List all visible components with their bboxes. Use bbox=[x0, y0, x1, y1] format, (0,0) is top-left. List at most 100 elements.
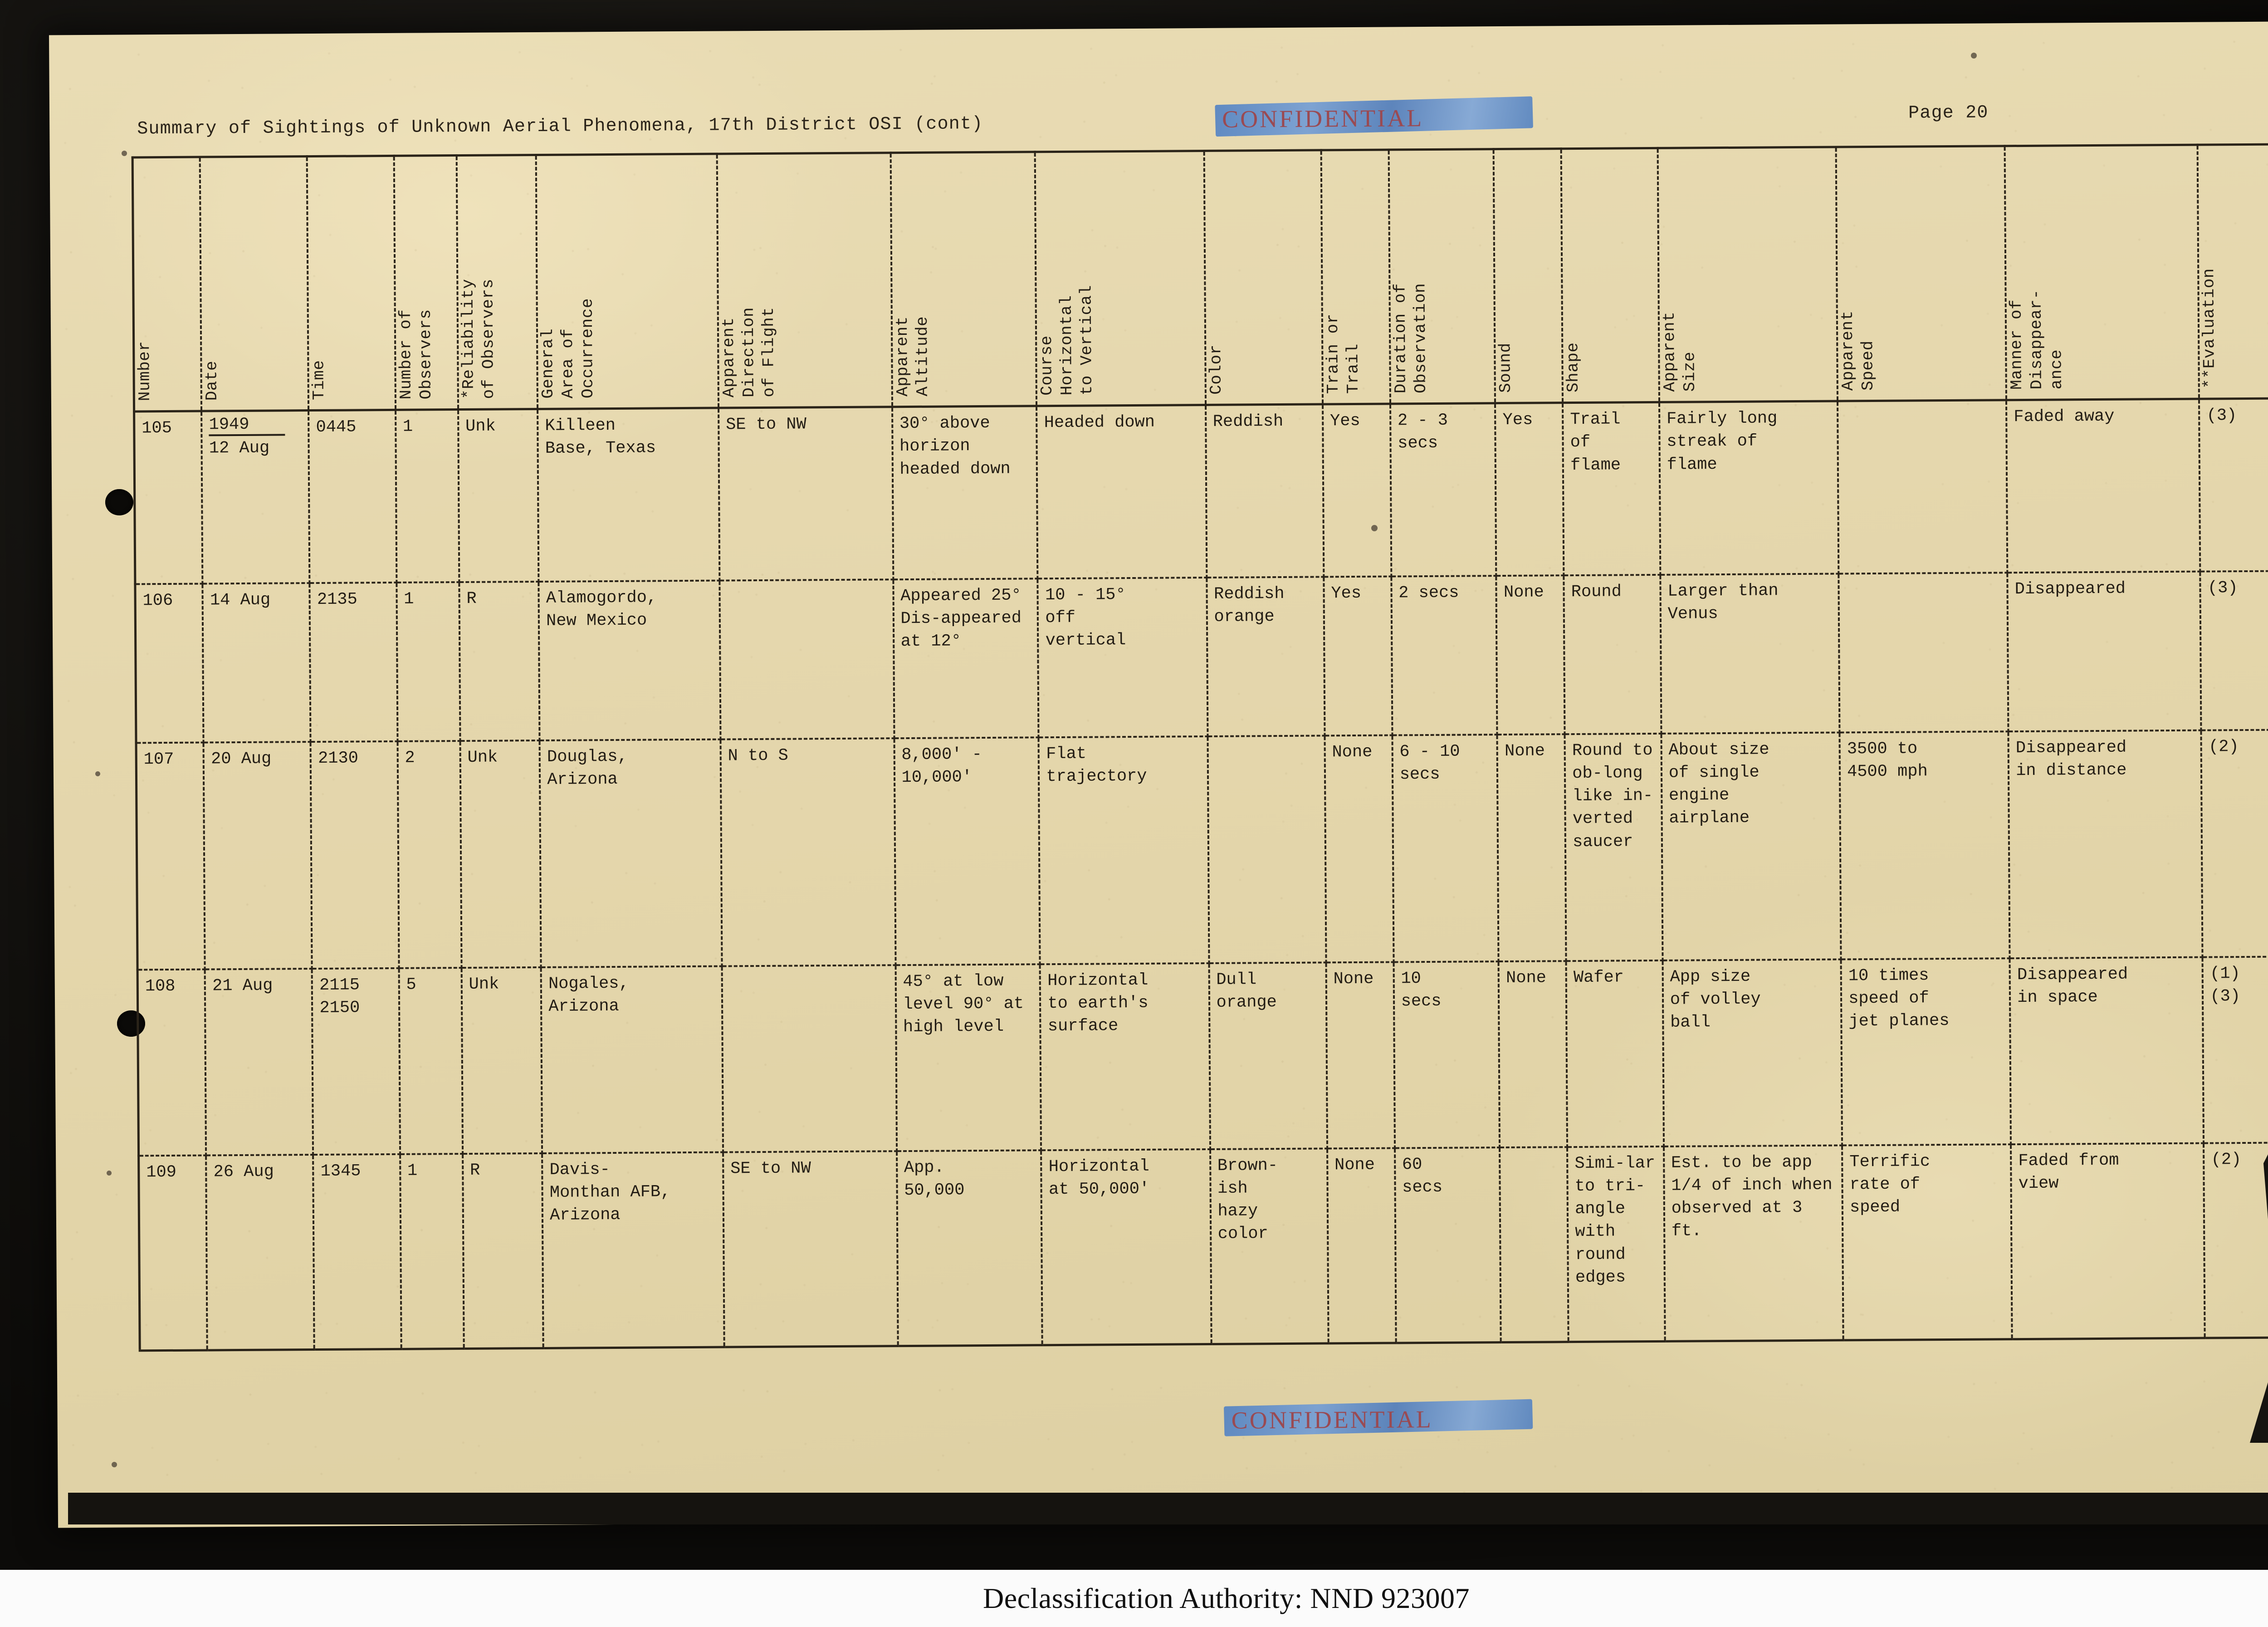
cell-number-of-observers-text: 1 bbox=[404, 589, 414, 609]
cell-course-text: Horizontal to earth's surface bbox=[1047, 970, 1149, 1036]
cell-apparent-size-text: Larger than Venus bbox=[1667, 581, 1779, 624]
cell-manner-of-disappearance-text: Disappeared in space bbox=[2017, 965, 2128, 1007]
cell-sound-text: None bbox=[1503, 582, 1544, 602]
cell-color bbox=[1207, 735, 1326, 963]
cell-shape: Wafer bbox=[1566, 960, 1664, 1147]
cell-apparent-speed-text: Terrific rate of speed bbox=[1849, 1152, 1931, 1217]
table-row: 107 20 Aug 2130 2 Unk Douglas, Arizona N to S 8… bbox=[136, 729, 2268, 970]
col-header-color: Color bbox=[1204, 150, 1323, 405]
punch-hole bbox=[105, 489, 133, 515]
cell-manner-of-disappearance-text: Disappeared in distance bbox=[2015, 738, 2127, 780]
declassification-bar bbox=[0, 1570, 2268, 1627]
cell-date: 1949 12 Aug bbox=[201, 410, 310, 584]
cell-color-text: Reddish bbox=[1212, 412, 1284, 431]
page-number: Page 20 bbox=[1908, 103, 1989, 124]
cell-evaluation-text: (2) bbox=[2208, 737, 2239, 756]
cell-direction bbox=[719, 579, 894, 740]
cell-evaluation-text: (3) bbox=[2206, 406, 2237, 426]
cell-apparent-speed bbox=[1838, 400, 2008, 573]
cell-number: 105 bbox=[134, 411, 203, 584]
cell-number: 109 bbox=[138, 1155, 208, 1351]
cell-train-or-trail: None bbox=[1327, 1147, 1396, 1343]
cell-manner-of-disappearance: Disappeared in space bbox=[2009, 957, 2204, 1144]
cell-duration-text: 10 secs bbox=[1401, 969, 1442, 1011]
cell-altitude: Appeared 25° Dis-appeared at 12° bbox=[893, 578, 1039, 738]
cell-direction: N to S bbox=[720, 738, 896, 966]
cell-apparent-size: Est. to be app 1/4 of inch when observed… bbox=[1663, 1145, 1843, 1342]
cell-reliability: Unk bbox=[461, 967, 543, 1154]
cell-altitude-text: 30° above horizon headed down bbox=[899, 413, 1011, 479]
cell-reliability-text: Unk bbox=[469, 975, 499, 994]
cell-evaluation: (2) bbox=[2201, 729, 2268, 957]
cell-direction-text bbox=[729, 970, 890, 971]
cell-direction-text: SE to NW bbox=[730, 1158, 811, 1178]
cell-reliability: Unk bbox=[460, 740, 541, 968]
cell-apparent-speed-text bbox=[1845, 406, 2001, 407]
cell-date-text: 12 Aug bbox=[209, 438, 270, 458]
col-header-date: Date bbox=[200, 156, 309, 412]
cell-train-or-trail-text: None bbox=[1332, 742, 1373, 762]
cell-color-text: Dull orange bbox=[1216, 970, 1277, 1012]
cell-course-text: Horizontal at 50,000' bbox=[1048, 1157, 1150, 1199]
cell-apparent-size-text: About size of single engine airplane bbox=[1668, 740, 1769, 828]
cell-train-or-trail: None bbox=[1326, 961, 1395, 1148]
cell-direction bbox=[722, 965, 897, 1152]
col-header-evaluation: **Evaluation bbox=[2197, 144, 2268, 399]
cell-train-or-trail-text: None bbox=[1333, 969, 1374, 989]
cell-direction-text bbox=[727, 585, 888, 586]
cell-train-or-trail-text: Yes bbox=[1331, 583, 1362, 603]
cell-duration-text: 60 secs bbox=[1402, 1155, 1443, 1197]
cell-number-of-observers-text: 5 bbox=[406, 975, 416, 995]
cell-altitude: App. 50,000 bbox=[896, 1150, 1043, 1346]
declassification-notice: Declassification Authority: NND 923007 bbox=[982, 1582, 1470, 1614]
cell-manner-of-disappearance-text: Faded away bbox=[2014, 407, 2115, 427]
cell-altitude: 8,000' - 10,000' bbox=[894, 737, 1040, 965]
cell-time-text: 1345 bbox=[320, 1161, 361, 1181]
col-header-general-area-of-occurrence: General Area of Occurrence bbox=[536, 154, 719, 409]
cell-date: 26 Aug bbox=[206, 1154, 315, 1350]
cell-shape: Round to ob-long like in-verted saucer bbox=[1564, 733, 1663, 961]
cell-apparent-size: App size of volley ball bbox=[1662, 959, 1843, 1147]
cell-direction-text: N to S bbox=[728, 746, 788, 765]
cell-train-or-trail-text: Yes bbox=[1330, 411, 1360, 431]
classification-stamp-bottom: CONFIDENTIAL bbox=[1231, 1405, 1433, 1434]
table-row: 106 14 Aug 2135 1 R Alamogordo, New Mexico App… bbox=[135, 570, 2268, 743]
cell-apparent-size: Larger than Venus bbox=[1660, 573, 1840, 734]
cell-time-text: 2130 bbox=[318, 748, 358, 768]
col-header-time: Time bbox=[307, 156, 396, 411]
cell-direction: SE to NW bbox=[723, 1151, 898, 1348]
cell-number-of-observers: 5 bbox=[399, 967, 463, 1154]
cell-shape-text: Round to ob-long like in-verted saucer bbox=[1572, 740, 1653, 852]
cell-course: Headed down bbox=[1036, 405, 1207, 578]
paper-speck bbox=[122, 151, 127, 156]
cell-time: 2135 bbox=[309, 582, 398, 742]
col-header-reliability-of-observers: *Reliability of Observers bbox=[456, 155, 538, 410]
cell-direction: SE to NW bbox=[718, 407, 893, 581]
classification-stamp-top: CONFIDENTIAL bbox=[1222, 104, 1424, 133]
cell-shape-text: Trail of flame bbox=[1570, 410, 1621, 475]
cell-manner-of-disappearance-text: Faded from view bbox=[2018, 1151, 2119, 1193]
cell-date-text: 20 Aug bbox=[210, 749, 272, 769]
cell-time: 2115 2150 bbox=[312, 968, 400, 1155]
col-header-course-horizontal-to-vertical: Course Horizontal to Vertical bbox=[1035, 151, 1206, 406]
cell-duration-text: 2 - 3 secs bbox=[1397, 411, 1448, 453]
cell-reliability: R bbox=[462, 1153, 543, 1349]
cell-evaluation: (1) (3) bbox=[2202, 956, 2268, 1143]
cell-duration: 2 secs bbox=[1391, 575, 1497, 735]
cell-area: Killeen Base, Texas bbox=[538, 408, 720, 582]
cell-apparent-speed bbox=[1838, 572, 2009, 732]
cell-apparent-speed: Terrific rate of speed bbox=[1842, 1144, 2012, 1340]
cell-course: 10 - 15° off vertical bbox=[1037, 577, 1207, 737]
cell-apparent-size-text: App size of volley ball bbox=[1670, 967, 1761, 1032]
cell-time-text: 2135 bbox=[317, 589, 357, 609]
cell-course-text: 10 - 15° off vertical bbox=[1045, 585, 1126, 651]
cell-evaluation: (3) bbox=[2200, 570, 2268, 730]
cell-date: 14 Aug bbox=[202, 583, 311, 742]
cell-altitude-text: App. 50,000 bbox=[904, 1158, 965, 1200]
cell-number-of-observers: 1 bbox=[395, 409, 459, 583]
cell-apparent-speed-text: 3500 to 4500 mph bbox=[1847, 739, 1928, 782]
cell-number-text: 106 bbox=[142, 591, 173, 610]
cell-number: 107 bbox=[136, 742, 205, 970]
cell-duration: 2 - 3 secs bbox=[1390, 403, 1496, 576]
header-row: Number Date Time Number of Observers *Re… bbox=[132, 144, 2268, 412]
